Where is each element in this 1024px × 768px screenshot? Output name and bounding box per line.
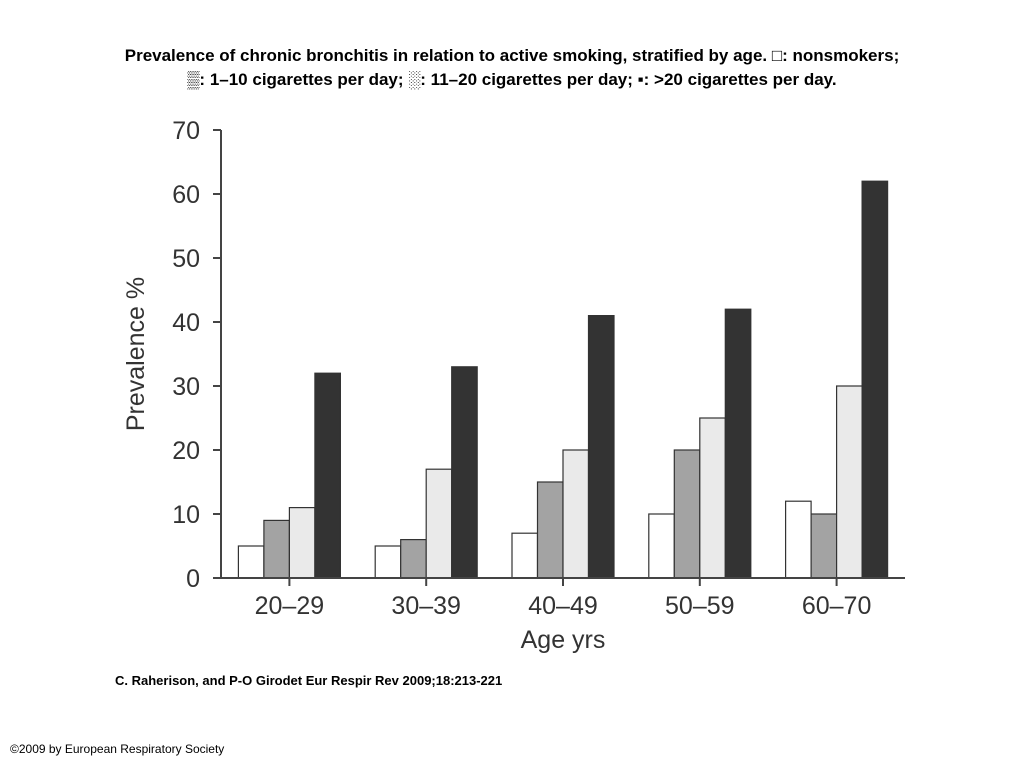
y-axis-label: Prevalence % — [122, 277, 150, 431]
x-tick-label: 20–29 — [255, 592, 325, 620]
y-tick-label: 40 — [172, 309, 200, 337]
bar — [648, 513, 675, 579]
y-tick-label: 50 — [172, 245, 200, 273]
bar — [451, 366, 478, 579]
bar — [511, 532, 539, 579]
bar — [562, 449, 590, 579]
bar — [699, 417, 726, 579]
bars-group — [237, 180, 889, 579]
chart-title-line-2: ▒: 1–10 cigarettes per day; ░: 11–20 cig… — [187, 70, 837, 89]
chart-title-line-1: Prevalence of chronic bronchitis in rela… — [124, 46, 900, 65]
x-tick-label: 60–70 — [802, 592, 872, 620]
y-axis: 0 10 20 30 40 50 60 70 — [172, 117, 222, 593]
y-tick-label: 10 — [172, 501, 200, 529]
y-tick-label: 30 — [172, 373, 200, 401]
bar — [288, 507, 316, 579]
bar — [314, 372, 341, 579]
bar — [263, 519, 290, 579]
citation: C. Raherison, and P-O Girodet Eur Respir… — [115, 673, 503, 688]
chart-title: Prevalence of chronic bronchitis in rela… — [20, 44, 1004, 92]
bar — [374, 545, 402, 579]
y-tick-label: 20 — [172, 437, 200, 465]
bar — [835, 385, 863, 579]
bar — [724, 308, 752, 579]
bar — [861, 180, 889, 579]
x-tick-label: 40–49 — [528, 592, 598, 620]
bar — [810, 513, 838, 579]
x-tick-label: 50–59 — [665, 592, 735, 620]
y-tick-label: 0 — [186, 565, 200, 593]
x-tick-label: 30–39 — [391, 592, 461, 620]
bar — [784, 500, 812, 579]
bar — [536, 481, 564, 579]
y-tick-label: 70 — [172, 117, 200, 145]
x-axis: 20–29 30–39 40–49 50–59 60–70 — [221, 577, 905, 620]
x-axis-label: Age yrs — [521, 626, 606, 654]
bar — [587, 315, 615, 579]
bar — [400, 538, 427, 579]
y-tick-label: 60 — [172, 181, 200, 209]
copyright: ©2009 by European Respiratory Society — [10, 742, 225, 756]
bar — [237, 545, 265, 579]
bar — [425, 468, 453, 579]
bar — [673, 449, 701, 579]
